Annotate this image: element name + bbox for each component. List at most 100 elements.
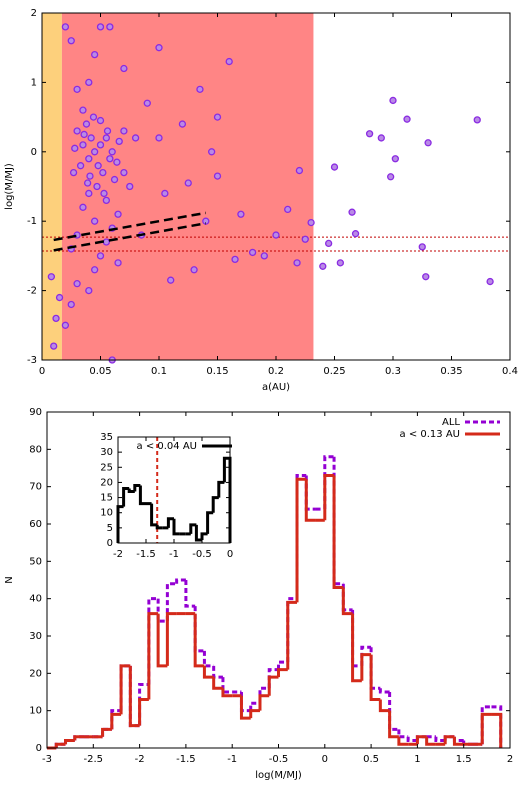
x-axis-label: log(M/MJ) <box>255 770 302 781</box>
planet-point <box>387 173 395 181</box>
planet-point <box>55 293 64 302</box>
planet-point <box>87 134 95 142</box>
y-axis-label: log(M/MJ) <box>4 163 15 210</box>
histogram-step <box>212 677 223 690</box>
y-tick-label: 0 <box>107 538 113 549</box>
planet-point <box>103 127 112 135</box>
x-tick-label: 0 <box>227 549 233 560</box>
planet-point <box>161 189 169 198</box>
planet-point <box>330 163 339 171</box>
y-tick-label: 70 <box>29 482 42 493</box>
planet-point <box>272 231 280 239</box>
shaded-region <box>42 13 62 360</box>
planet-point <box>365 130 374 138</box>
planet-point <box>89 113 98 121</box>
histogram-step <box>323 473 335 521</box>
x-tick-label: -1.5 <box>136 549 156 560</box>
planet-point <box>94 162 102 170</box>
planet-point <box>106 23 114 31</box>
planet-point <box>324 239 333 248</box>
histogram-step <box>138 683 149 726</box>
x-tick-label: -1.5 <box>176 754 196 765</box>
planet-point <box>213 113 222 121</box>
y-tick-label: -1 <box>27 216 37 227</box>
histogram-step <box>258 694 270 711</box>
x-tick-label: 0.15 <box>206 366 228 377</box>
histogram-step <box>369 654 381 701</box>
histogram-step <box>452 736 464 746</box>
histogram-step <box>332 475 344 589</box>
planet-point <box>52 314 60 323</box>
histogram-step <box>211 496 219 513</box>
planet-point <box>79 106 87 114</box>
histogram-step <box>360 645 372 666</box>
planet-point <box>83 179 92 187</box>
histogram-step <box>480 712 492 745</box>
y-tick-label: 1 <box>31 77 37 88</box>
histogram-step <box>397 729 409 739</box>
planet-point <box>47 273 56 281</box>
planet-point <box>102 196 110 205</box>
histogram-step <box>341 587 353 616</box>
histogram-step <box>155 524 163 530</box>
planet-point <box>86 172 94 180</box>
histogram-step <box>295 477 307 603</box>
histogram-step <box>175 578 186 584</box>
x-tick-label: 2 <box>507 754 513 765</box>
planet-point <box>213 172 222 180</box>
histogram-step <box>73 735 85 741</box>
planet-point <box>293 259 301 267</box>
y-tick-label: 0 <box>31 147 37 158</box>
planet-point <box>85 155 93 163</box>
planet-point <box>61 23 70 31</box>
trend-line <box>53 211 207 242</box>
y-tick-label: 50 <box>29 556 42 567</box>
histogram-step <box>202 650 214 668</box>
legend-label: a < 0.13 AU <box>400 429 460 440</box>
planet-point <box>377 134 385 142</box>
histogram-step <box>166 517 174 528</box>
planet-point <box>351 230 360 238</box>
histogram-step <box>206 511 214 534</box>
legend-label: ALL <box>442 417 460 428</box>
planet-point <box>67 300 75 309</box>
legend-label: a < 0.04 AU <box>137 441 197 452</box>
planet-point <box>76 162 85 170</box>
histogram-step <box>443 735 455 745</box>
x-tick-label: -0.5 <box>269 754 289 765</box>
histogram-step <box>221 677 233 694</box>
histogram-step <box>110 709 122 730</box>
planet-point <box>91 50 99 59</box>
planet-point <box>113 158 121 166</box>
planet-point <box>120 168 128 177</box>
y-tick-label: 25 <box>100 462 113 473</box>
histogram-step <box>128 665 140 728</box>
histogram-step <box>277 668 288 678</box>
planet-point <box>196 85 204 93</box>
y-tick-label: 20 <box>29 668 42 679</box>
histogram-step <box>249 701 260 711</box>
histogram-step <box>415 735 427 745</box>
x-tick-label: 0.1 <box>151 366 167 377</box>
planet-point <box>403 115 411 123</box>
planet-point <box>80 130 88 139</box>
histogram-step <box>388 692 399 731</box>
planet-point <box>100 189 108 198</box>
histogram-step <box>165 582 177 622</box>
x-tick-label: -0.5 <box>192 549 212 560</box>
planet-point <box>69 168 78 177</box>
planet-point <box>389 96 397 105</box>
histogram-step <box>184 580 196 608</box>
planet-point <box>336 259 345 267</box>
planet-point <box>61 321 70 329</box>
x-tick-label: 0.05 <box>89 366 111 377</box>
histogram-step <box>127 488 135 494</box>
histogram-step <box>267 668 279 689</box>
planet-point <box>96 252 105 260</box>
planet-point <box>284 205 292 214</box>
x-tick-label: 1.5 <box>456 754 472 765</box>
histogram-step <box>351 613 362 683</box>
histogram-step <box>101 727 112 737</box>
x-tick-label: 0.2 <box>268 366 284 377</box>
histogram-step <box>491 712 503 748</box>
